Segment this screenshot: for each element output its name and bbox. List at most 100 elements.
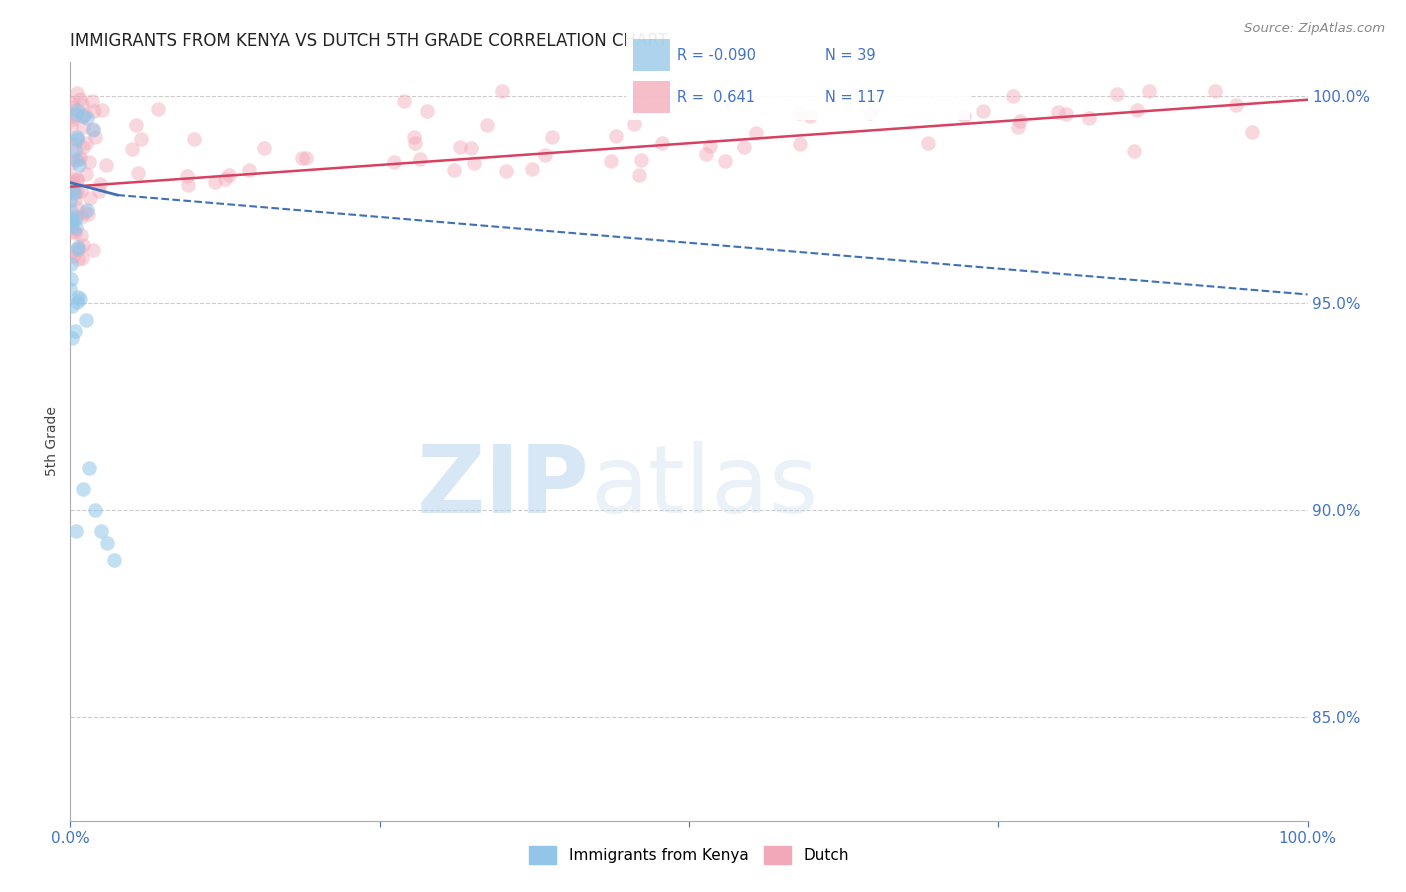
Point — [628, 168, 651, 182]
Point — [80, 95, 103, 109]
Point — [630, 153, 652, 168]
Point — [291, 151, 314, 165]
Legend: Immigrants from Kenya, Dutch: Immigrants from Kenya, Dutch — [523, 840, 855, 870]
Point — [59, 120, 82, 134]
Point — [67, 290, 90, 304]
Point — [75, 205, 97, 219]
Point — [972, 104, 994, 119]
Bar — [633, 39, 671, 71]
Point — [253, 141, 276, 155]
Point — [65, 143, 87, 157]
Text: IMMIGRANTS FROM KENYA VS DUTCH 5TH GRADE CORRELATION CHART: IMMIGRANTS FROM KENYA VS DUTCH 5TH GRADE… — [70, 32, 668, 50]
Point — [1123, 145, 1146, 159]
Point — [69, 92, 91, 106]
Point — [605, 129, 627, 144]
Point — [60, 156, 83, 170]
Point — [60, 171, 83, 186]
Point — [404, 136, 426, 150]
Point — [75, 313, 97, 327]
Point — [799, 109, 821, 123]
Point — [65, 107, 87, 121]
Point — [463, 156, 485, 170]
Point — [125, 118, 148, 132]
Point — [218, 168, 240, 182]
Point — [1008, 114, 1031, 128]
Point — [66, 252, 89, 266]
Point — [65, 211, 87, 225]
Point — [96, 536, 118, 550]
Point — [83, 130, 105, 145]
Point — [72, 140, 94, 154]
Point — [238, 162, 260, 177]
Point — [72, 482, 94, 496]
Point — [67, 242, 90, 256]
Point — [392, 94, 415, 108]
Point — [82, 244, 104, 258]
Point — [84, 503, 107, 517]
Point — [67, 152, 90, 166]
Text: atlas: atlas — [591, 441, 818, 533]
Point — [83, 104, 105, 119]
Point — [1105, 87, 1128, 102]
Point — [733, 140, 755, 154]
Point — [59, 194, 82, 208]
Point — [73, 107, 96, 121]
Point — [63, 224, 86, 238]
Point — [600, 154, 623, 169]
Point — [1225, 97, 1247, 112]
Point — [82, 122, 104, 136]
Point — [67, 240, 90, 254]
Point — [63, 186, 86, 201]
Point — [66, 87, 89, 101]
Point — [62, 175, 84, 189]
Point — [66, 242, 89, 256]
Point — [66, 132, 89, 146]
Point — [695, 147, 717, 161]
Point — [1047, 105, 1070, 120]
Y-axis label: 5th Grade: 5th Grade — [45, 407, 59, 476]
Point — [60, 245, 83, 260]
Point — [449, 140, 471, 154]
Point — [89, 177, 111, 191]
Point — [60, 219, 83, 233]
Point — [66, 172, 89, 186]
Point — [63, 136, 86, 151]
Point — [460, 141, 482, 155]
Point — [859, 106, 882, 120]
Point — [62, 249, 84, 263]
Point — [917, 136, 939, 150]
Point — [60, 331, 83, 345]
Text: R = -0.090: R = -0.090 — [678, 48, 756, 62]
Point — [66, 171, 89, 186]
Point — [63, 226, 86, 240]
Point — [70, 109, 93, 123]
Point — [1077, 112, 1099, 126]
Point — [62, 213, 84, 227]
Point — [520, 162, 543, 177]
Point — [87, 184, 110, 198]
Point — [1126, 103, 1149, 117]
Point — [82, 122, 104, 136]
Point — [714, 154, 737, 169]
Point — [69, 150, 91, 164]
Point — [129, 132, 152, 146]
Point — [70, 97, 93, 112]
Point — [66, 294, 89, 309]
Point — [65, 524, 87, 538]
Point — [91, 103, 114, 117]
Point — [60, 257, 83, 271]
Point — [475, 119, 498, 133]
Point — [70, 251, 93, 265]
Point — [402, 130, 425, 145]
Text: R =  0.641: R = 0.641 — [678, 90, 755, 104]
Point — [62, 112, 84, 126]
Point — [787, 106, 810, 120]
Point — [65, 103, 87, 117]
Point — [65, 153, 87, 168]
Point — [491, 85, 513, 99]
Point — [789, 137, 811, 152]
Point — [146, 102, 169, 116]
Point — [127, 166, 149, 180]
Point — [651, 136, 673, 151]
Point — [69, 292, 91, 306]
